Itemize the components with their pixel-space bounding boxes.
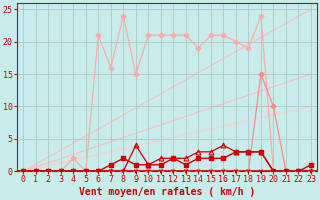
X-axis label: Vent moyen/en rafales ( km/h ): Vent moyen/en rafales ( km/h ) (79, 187, 255, 197)
